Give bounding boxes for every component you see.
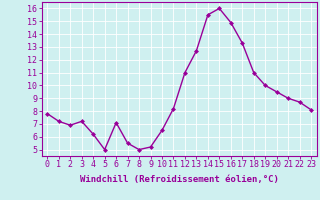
- X-axis label: Windchill (Refroidissement éolien,°C): Windchill (Refroidissement éolien,°C): [80, 175, 279, 184]
